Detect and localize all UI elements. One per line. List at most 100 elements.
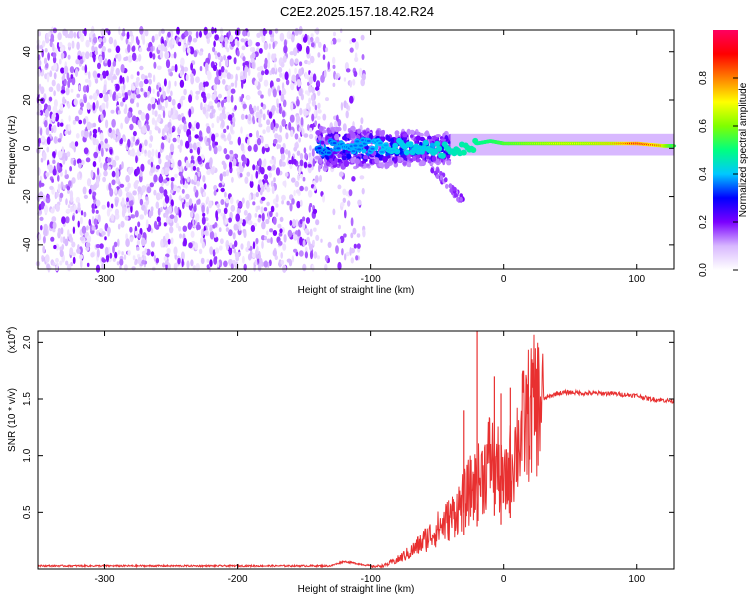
spectrogram-noise-cell xyxy=(249,249,253,259)
spectrogram-noise-cell xyxy=(114,208,119,216)
spectrogram-noise-cell xyxy=(265,218,270,225)
spectrogram-noise-cell xyxy=(185,193,190,200)
spectrogram-tail-cell xyxy=(456,196,460,202)
spectrogram-noise-cell xyxy=(296,99,300,107)
spectrogram-noise-cell xyxy=(153,174,158,183)
spectrogram-noise-cell xyxy=(107,48,112,53)
spectrogram-noise-cell xyxy=(263,158,267,167)
spectrogram-noise-cell xyxy=(220,238,224,245)
spectrogram-noise-cell xyxy=(153,61,157,69)
snr-multiplier-close: ) xyxy=(7,327,18,330)
spectrogram-noise-cell xyxy=(297,43,303,52)
spectrogram-noise-cell xyxy=(312,73,317,83)
spectrogram-noise-cell xyxy=(230,82,235,87)
spectrogram-noise-cell xyxy=(38,210,43,215)
spectrogram-noise-cell xyxy=(349,80,352,88)
spectrogram-noise-cell xyxy=(253,193,256,201)
spectrogram-noise-cell xyxy=(169,194,172,202)
spectrogram-noise-cell xyxy=(307,124,310,131)
spectrogram-noise-cell xyxy=(67,189,70,194)
spectrogram-noise-cell xyxy=(357,199,362,206)
spectrogram-noise-cell xyxy=(237,201,243,208)
spectrogram-noise-cell xyxy=(51,178,54,183)
spectrogram-noise-cell xyxy=(164,194,170,204)
spectrogram-noise-cell xyxy=(69,190,74,199)
spectrogram-noise-cell xyxy=(192,218,195,226)
spectrogram-noise-cell xyxy=(222,113,227,120)
spectrogram-noise-cell xyxy=(58,41,63,48)
spectrogram-noise-cell xyxy=(171,98,176,106)
spectrogram-noise-cell xyxy=(287,229,293,238)
spectrogram-noise-cell xyxy=(256,130,259,139)
spectrogram-noise-cell xyxy=(96,167,100,176)
spectrogram-noise-cell xyxy=(266,119,271,126)
spectrogram-noise-cell xyxy=(232,158,237,167)
spectrogram-noise-cell xyxy=(120,220,125,228)
spectrogram-noise-cell xyxy=(40,97,45,104)
spectrogram-noise-cell xyxy=(91,207,95,214)
spectrogram-noise-cell xyxy=(298,88,303,97)
spectrogram-band-cell xyxy=(350,157,355,164)
spectrogram-noise-cell xyxy=(53,72,57,80)
spectrogram-noise-cell xyxy=(139,65,144,71)
spectrogram-noise-cell xyxy=(205,111,209,119)
spectrogram-band-cell xyxy=(338,158,342,162)
spectrogram-noise-cell xyxy=(202,191,207,197)
spectrogram-noise-cell xyxy=(104,246,109,256)
spectrogram-noise-cell xyxy=(93,183,97,191)
spectrogram-noise-cell xyxy=(264,235,267,241)
spectrogram-noise-cell xyxy=(141,250,147,256)
spectrogram-noise-cell xyxy=(123,83,126,91)
spectrogram-noise-cell xyxy=(69,247,74,256)
spectrogram-ridge-core xyxy=(423,141,428,144)
spectrogram-noise-cell xyxy=(247,31,251,38)
spectrogram-noise-cell xyxy=(192,38,198,43)
spectrogram-noise-cell xyxy=(109,89,112,98)
spectrogram-noise-cell xyxy=(267,88,272,97)
spectrogram-noise-cell xyxy=(277,134,283,143)
spectrogram-noise-cell xyxy=(112,60,117,67)
spectrogram-noise-cell xyxy=(267,165,272,171)
spectrogram-noise-cell xyxy=(196,224,201,230)
spectrogram-noise-cell xyxy=(352,227,357,235)
spectrogram-noise-cell xyxy=(198,130,203,137)
spectrogram-ridge-core xyxy=(366,139,371,143)
spectrogram-noise-cell xyxy=(180,95,186,101)
spectrogram-tail-cell xyxy=(435,174,440,179)
spectrogram-noise-cell xyxy=(325,97,329,102)
spectrogram-noise-cell xyxy=(327,61,331,70)
spectrogram-noise-cell xyxy=(40,200,45,210)
spectrogram-noise-cell xyxy=(148,210,152,219)
spectrogram-noise-cell xyxy=(169,71,174,77)
spectrogram-x-tick-label: -200 xyxy=(228,274,248,285)
spectrogram-noise-cell xyxy=(132,130,137,137)
spectrogram-noise-cell xyxy=(132,86,136,91)
spectrogram-noise-cell xyxy=(293,189,296,197)
spectrogram-noise-cell xyxy=(160,169,165,176)
spectrogram-noise-cell xyxy=(203,230,208,236)
spectrogram-noise-cell xyxy=(151,108,155,116)
spectrogram-noise-cell xyxy=(156,91,160,98)
spectrogram-noise-cell xyxy=(252,201,256,206)
spectrogram-noise-cell xyxy=(262,129,266,134)
spectrogram-noise-cell xyxy=(85,39,90,48)
spectrogram-noise-cell xyxy=(115,169,120,179)
spectrogram-noise-cell xyxy=(349,95,354,104)
spectrogram-noise-cell xyxy=(180,251,185,261)
spectrogram-noise-cell xyxy=(202,212,206,217)
spectrogram-noise-cell xyxy=(135,80,139,88)
spectrogram-noise-cell xyxy=(267,60,270,69)
spectrogram-noise-cell xyxy=(49,41,53,48)
spectrogram-noise-cell xyxy=(59,132,63,140)
spectrogram-noise-cell xyxy=(123,254,127,260)
spectrogram-noise-cell xyxy=(167,238,171,245)
spectrogram-noise-cell xyxy=(180,171,183,180)
spectrogram-noise-cell xyxy=(178,124,184,130)
spectrogram-noise-cell xyxy=(127,55,133,63)
spectrogram-noise-cell xyxy=(360,117,364,125)
spectrogram-noise-cell xyxy=(218,69,222,77)
spectrogram-noise-cell xyxy=(104,138,108,144)
spectrogram-band-cell xyxy=(415,158,422,163)
spectrogram-noise-cell xyxy=(312,239,315,246)
